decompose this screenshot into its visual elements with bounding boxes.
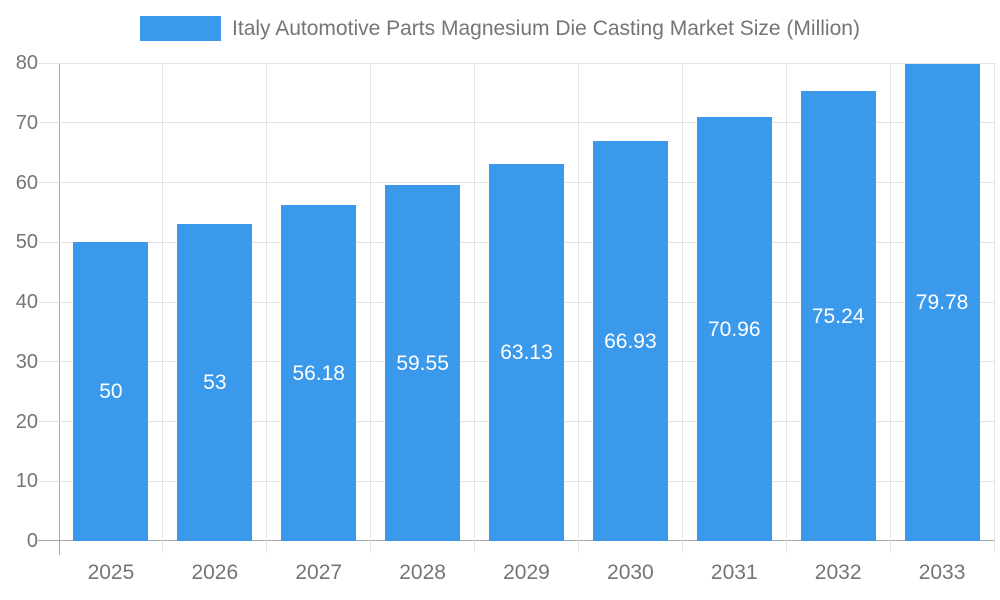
y-tick-label-20: 20: [15, 410, 38, 433]
legend-label: Italy Automotive Parts Magnesium Die Cas…: [232, 17, 860, 40]
y-axis-line: [59, 63, 60, 555]
bar-value-label: 50: [99, 380, 123, 404]
x-tick-label-2027: 2027: [295, 561, 343, 584]
plot-area: 0 10 20 30 40 50 60 70 80 50 2025 53 2026 56.18 2027 59…: [16, 53, 995, 583]
gridline-x-5: [577, 63, 579, 553]
bar-2028[interactable]: 59.55: [385, 185, 461, 541]
gridline-x-7: [785, 63, 787, 553]
x-tick-label-2028: 2028: [399, 561, 446, 584]
bar-value-label: 56.18: [292, 361, 345, 385]
legend-item[interactable]: Italy Automotive Parts Magnesium Die Cas…: [140, 16, 860, 42]
y-tick-label-80: 80: [15, 52, 38, 74]
y-tick-label-60: 60: [15, 171, 38, 194]
gridline-x-6: [681, 63, 683, 553]
gridline-x-1: [162, 63, 164, 553]
gridline-x-2: [266, 63, 268, 553]
gridline-x-4: [474, 63, 476, 553]
gridline-y-80: [39, 62, 994, 64]
y-tick-label-70: 70: [15, 111, 38, 134]
x-tick-label-2031: 2031: [710, 561, 758, 584]
bar-2032[interactable]: 75.24: [800, 91, 876, 541]
y-tick-label-10: 10: [15, 470, 38, 493]
bar-value-label: 79.78: [915, 291, 969, 315]
x-tick-label-2025: 2025: [87, 561, 135, 584]
legend: Italy Automotive Parts Magnesium Die Cas…: [0, 16, 1000, 42]
y-tick-label-30: 30: [15, 350, 38, 373]
x-tick-label-2030: 2030: [607, 561, 654, 584]
gridline-x-9: [993, 63, 995, 553]
bar-2027[interactable]: 56.18: [281, 205, 357, 541]
y-tick-label-0: 0: [26, 530, 38, 552]
y-tick-label-50: 50: [15, 231, 38, 254]
y-tick-label-40: 40: [15, 291, 38, 313]
bar-value-label: 75.24: [811, 304, 865, 328]
bar-value-label: 53: [203, 371, 227, 395]
bar-2025[interactable]: 50: [73, 242, 149, 541]
bar-value-label: 66.93: [604, 329, 657, 353]
bar-value-label: 63.13: [500, 340, 553, 364]
bar-2026[interactable]: 53: [177, 224, 253, 541]
bar-2029[interactable]: 63.13: [489, 163, 564, 541]
x-tick-label-2029: 2029: [503, 561, 550, 584]
bar-2031[interactable]: 70.96: [696, 117, 772, 541]
x-tick-label-2026: 2026: [191, 561, 239, 584]
gridline-x-3: [370, 63, 372, 553]
bar-value-label: 70.96: [707, 317, 761, 341]
bar-2030[interactable]: 66.93: [592, 141, 668, 541]
bar-value-label: 59.55: [396, 351, 449, 375]
bar-2033[interactable]: 79.78: [904, 64, 980, 541]
gridline-y-70: [39, 122, 994, 124]
x-tick-label-2032: 2032: [814, 561, 862, 584]
gridline-x-8: [889, 63, 891, 553]
legend-swatch: [140, 16, 222, 42]
x-tick-label-2033: 2033: [918, 561, 966, 584]
